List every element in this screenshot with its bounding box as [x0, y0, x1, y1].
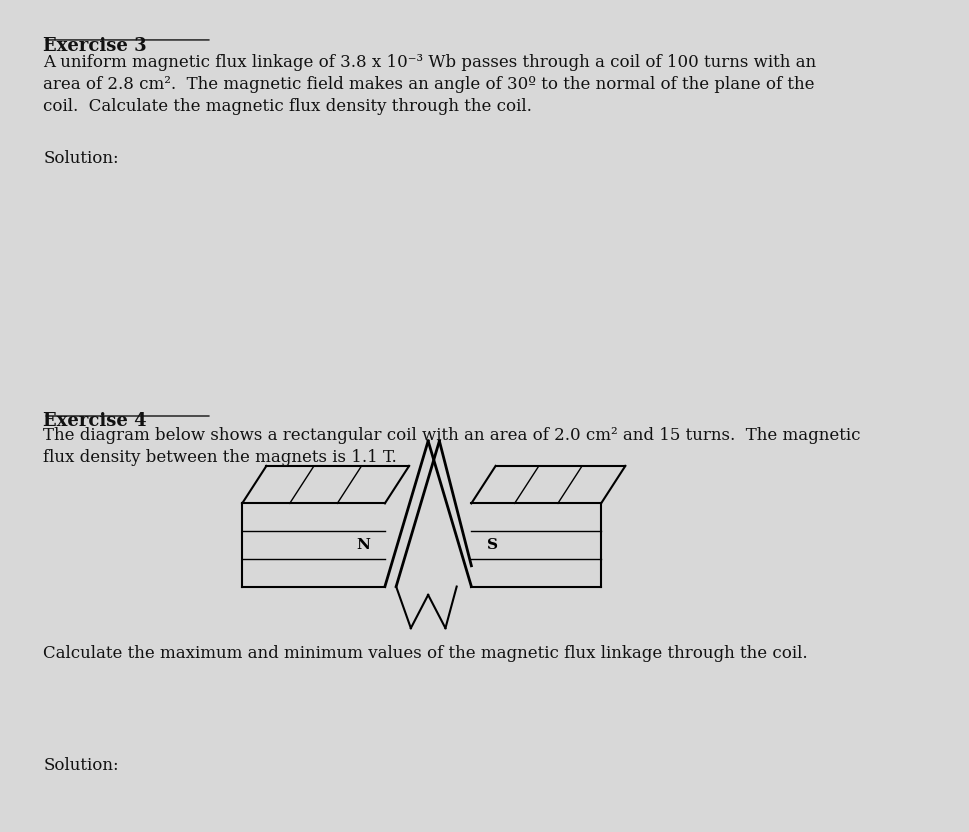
Text: The diagram below shows a rectangular coil with an area of 2.0 cm² and 15 turns.: The diagram below shows a rectangular co… [44, 427, 860, 466]
Text: Solution:: Solution: [44, 757, 119, 774]
Text: N: N [357, 538, 370, 552]
Text: Solution:: Solution: [44, 150, 119, 166]
Text: A uniform magnetic flux linkage of 3.8 x 10⁻³ Wb passes through a coil of 100 tu: A uniform magnetic flux linkage of 3.8 x… [44, 54, 816, 116]
Text: Exercise 3: Exercise 3 [44, 37, 147, 56]
Text: Exercise 4: Exercise 4 [44, 412, 147, 430]
Text: Calculate the maximum and minimum values of the magnetic flux linkage through th: Calculate the maximum and minimum values… [44, 645, 808, 661]
Text: S: S [487, 538, 498, 552]
